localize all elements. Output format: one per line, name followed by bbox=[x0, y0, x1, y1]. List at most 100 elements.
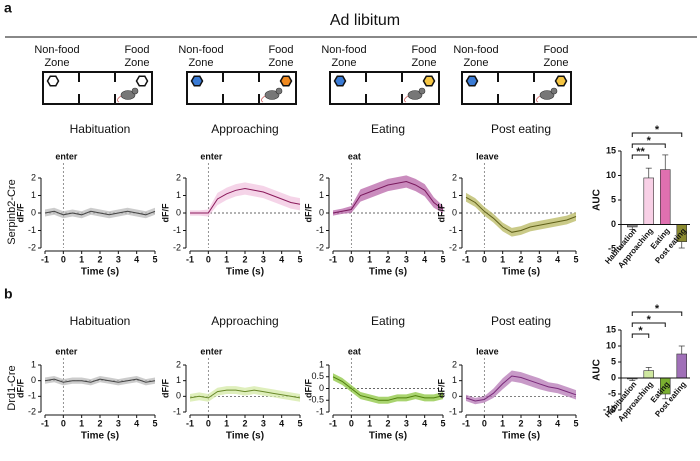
y-tick-label: -1 bbox=[449, 406, 457, 416]
x-tick-label: 2 bbox=[97, 418, 102, 428]
x-tick-label: 2 bbox=[518, 418, 523, 428]
x-tick-label: 1 bbox=[79, 254, 84, 264]
x-tick-label: -1 bbox=[41, 254, 49, 264]
x-axis-label: Time (s) bbox=[81, 267, 119, 278]
zone-label: Non-food bbox=[34, 44, 79, 56]
y-tick-label: 2 bbox=[319, 172, 324, 182]
line bbox=[189, 389, 301, 399]
x-tick-label: 1 bbox=[500, 254, 505, 264]
y-tick-label: 10 bbox=[606, 170, 616, 180]
x-tick-label: 3 bbox=[537, 254, 542, 264]
significance-label: * bbox=[647, 314, 652, 326]
y-tick-label: 1 bbox=[31, 190, 36, 200]
x-axis-label: Time (s) bbox=[81, 431, 119, 442]
significance-bracket bbox=[631, 154, 650, 159]
y-tick-label: -2 bbox=[316, 242, 324, 252]
x-tick-label: -1 bbox=[462, 254, 470, 264]
y-tick-label: 15 bbox=[606, 324, 616, 334]
chart-title: Habituation bbox=[70, 314, 131, 328]
y-tick-label: 1 bbox=[31, 359, 36, 369]
x-tick-label: 4 bbox=[422, 418, 427, 428]
zone-label: Zone bbox=[268, 57, 293, 69]
bar bbox=[643, 177, 654, 225]
zone-label: Zone bbox=[188, 57, 213, 69]
y-tick-label: 1 bbox=[319, 190, 324, 200]
y-tick-label: 1 bbox=[319, 359, 324, 369]
x-tick-label: 4 bbox=[555, 254, 560, 264]
y-axis-label: dF/F bbox=[303, 379, 313, 398]
x-tick-label: 4 bbox=[555, 418, 560, 428]
mouse-head bbox=[550, 87, 558, 95]
y-tick-label: -2 bbox=[28, 406, 36, 416]
chart-title: Eating bbox=[371, 314, 405, 328]
y-tick-label: 0 bbox=[31, 207, 36, 217]
x-tick-label: -1 bbox=[462, 418, 470, 428]
line bbox=[44, 210, 156, 216]
x-tick-label: 4 bbox=[422, 254, 427, 264]
x-tick-label: 3 bbox=[116, 254, 121, 264]
x-tick-label: 3 bbox=[404, 418, 409, 428]
y-axis-label: dF/F bbox=[436, 379, 446, 398]
x-tick-label: 2 bbox=[385, 254, 390, 264]
x-tick-label: -1 bbox=[329, 418, 337, 428]
y-tick-label: 5 bbox=[611, 356, 616, 366]
y-tick-label: -1 bbox=[173, 406, 181, 416]
y-axis-label: dF/F bbox=[160, 203, 170, 222]
y-axis-label: dF/F bbox=[160, 379, 170, 398]
bar bbox=[676, 353, 687, 379]
significance-bracket bbox=[631, 311, 683, 316]
mouse bbox=[120, 90, 136, 100]
y-tick-label: 2 bbox=[176, 359, 181, 369]
significance-bracket bbox=[631, 143, 666, 148]
error-band bbox=[190, 386, 300, 402]
error-band bbox=[466, 192, 576, 237]
food-marker bbox=[554, 75, 568, 87]
x-tick-label: 0 bbox=[61, 254, 66, 264]
y-tick-label: -2 bbox=[173, 242, 181, 252]
x-tick-label: 4 bbox=[134, 254, 139, 264]
significance-label: * bbox=[655, 303, 660, 315]
zone-label: Zone bbox=[463, 57, 488, 69]
significance-label: * bbox=[655, 124, 660, 136]
y-tick-label: 0.5 bbox=[311, 371, 324, 381]
y-axis-label: dF/F bbox=[436, 203, 446, 222]
bar bbox=[659, 169, 671, 225]
x-tick-label: 4 bbox=[279, 254, 284, 264]
x-tick-label: 0 bbox=[482, 418, 487, 428]
x-tick-label: 4 bbox=[134, 418, 139, 428]
x-tick-label: 5 bbox=[440, 418, 445, 428]
chart-title: Post eating bbox=[491, 122, 551, 136]
x-axis-label: Time (s) bbox=[226, 431, 264, 442]
y-tick-label: 0 bbox=[31, 375, 36, 385]
zone-label: Food bbox=[124, 44, 149, 56]
y-tick-label: 0 bbox=[611, 219, 616, 229]
y-tick-label: 15 bbox=[606, 145, 616, 155]
event-label: enter bbox=[200, 151, 223, 161]
y-tick-label: -1 bbox=[28, 391, 36, 401]
y-tick-label: 2 bbox=[452, 172, 457, 182]
y-axis-label: dF/F bbox=[15, 203, 25, 222]
event-label: enter bbox=[55, 346, 78, 356]
y-tick-label: 1 bbox=[176, 375, 181, 385]
significance-label: * bbox=[647, 135, 652, 147]
y-tick-label: -5 bbox=[608, 243, 616, 253]
event-label: leave bbox=[476, 346, 499, 356]
mouse-tail bbox=[404, 95, 409, 103]
error-band bbox=[45, 376, 155, 386]
x-tick-label: -1 bbox=[41, 418, 49, 428]
y-tick-label: 0 bbox=[319, 207, 324, 217]
mouse bbox=[264, 90, 280, 100]
y-tick-label: 5 bbox=[611, 194, 616, 204]
error-band bbox=[333, 373, 443, 404]
x-tick-label: 0 bbox=[206, 418, 211, 428]
x-tick-label: 1 bbox=[367, 418, 372, 428]
significance-bracket bbox=[631, 132, 683, 137]
chart-title: Habituation bbox=[70, 122, 131, 136]
y-tick-label: -0.5 bbox=[308, 395, 324, 405]
x-tick-label: 0 bbox=[206, 254, 211, 264]
y-tick-label: -1 bbox=[173, 225, 181, 235]
chart-title: Approaching bbox=[211, 122, 278, 136]
food-marker bbox=[279, 75, 293, 87]
error-band bbox=[466, 370, 576, 405]
